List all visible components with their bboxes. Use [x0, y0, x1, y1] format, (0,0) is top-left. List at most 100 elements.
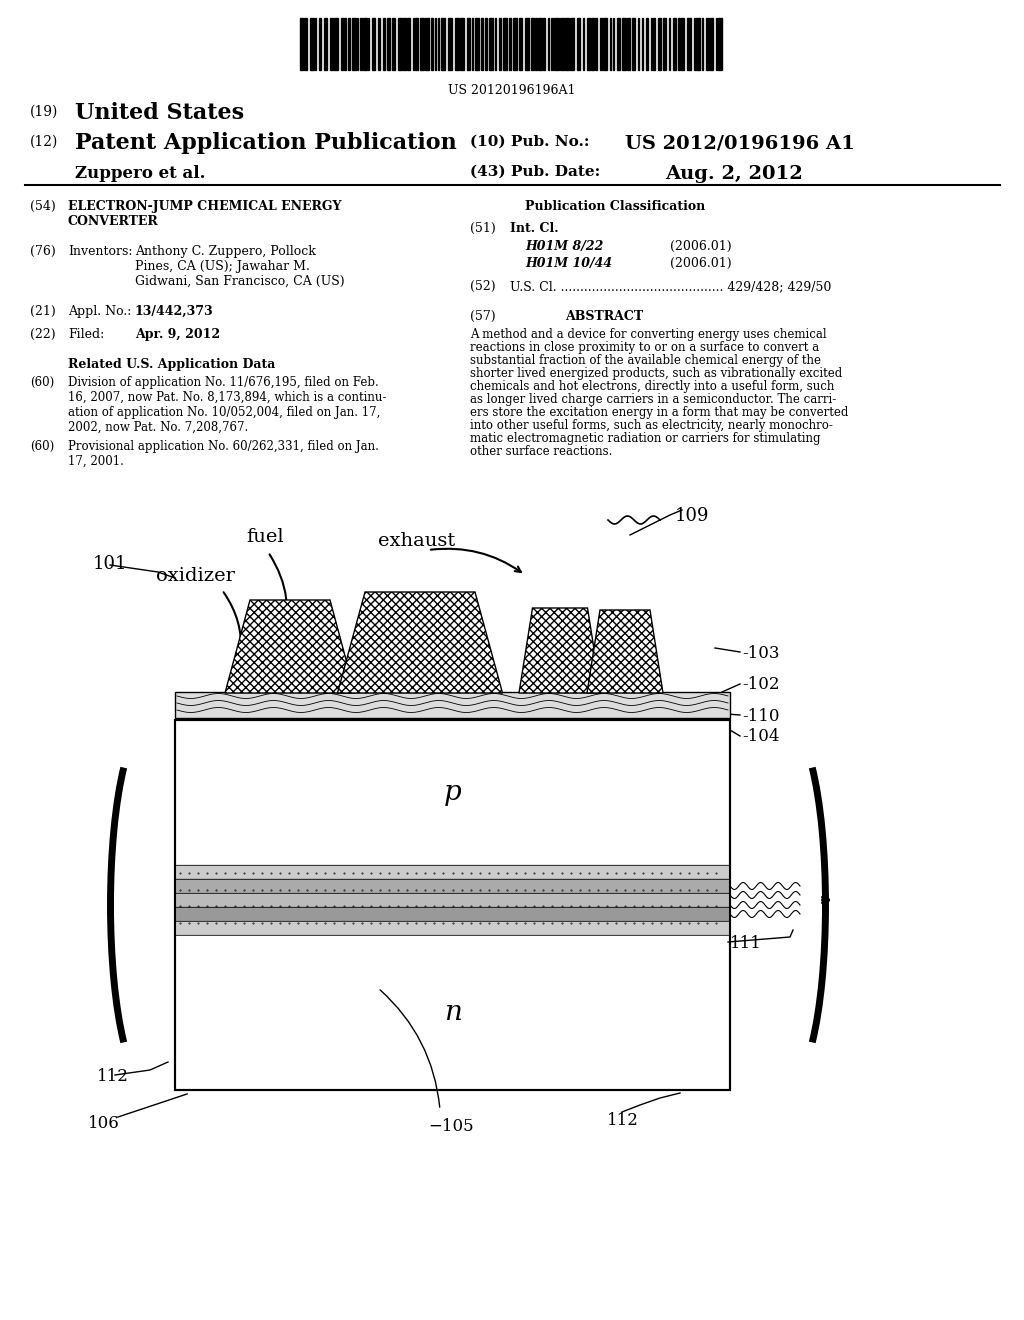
Bar — [175, 907, 730, 921]
Bar — [587, 18, 590, 70]
Bar — [525, 18, 529, 70]
Bar — [646, 18, 648, 70]
Text: 112: 112 — [97, 1068, 129, 1085]
Text: (19): (19) — [30, 106, 58, 119]
Text: -103: -103 — [742, 645, 779, 663]
Text: U.S. Cl. .......................................... 429/428; 429/50: U.S. Cl. ...............................… — [510, 280, 831, 293]
Text: Aug. 2, 2012: Aug. 2, 2012 — [665, 165, 803, 183]
Bar — [632, 18, 635, 70]
Text: 111: 111 — [730, 935, 762, 952]
Text: (60): (60) — [30, 376, 54, 389]
Text: chemicals and hot electrons, directly into a useful form, such: chemicals and hot electrons, directly in… — [470, 380, 835, 393]
Bar — [362, 18, 367, 70]
Bar — [538, 18, 542, 70]
Bar — [324, 18, 327, 70]
Text: matic electromagnetic radiation or carriers for stimulating: matic electromagnetic radiation or carri… — [470, 432, 820, 445]
Text: -110: -110 — [742, 708, 779, 725]
Text: Apr. 9, 2012: Apr. 9, 2012 — [135, 327, 220, 341]
Bar — [543, 18, 545, 70]
Text: -102: -102 — [742, 676, 779, 693]
Bar — [603, 18, 607, 70]
Bar — [460, 18, 464, 70]
Text: ABSTRACT: ABSTRACT — [565, 310, 643, 323]
Text: 106: 106 — [88, 1115, 120, 1133]
Bar — [372, 18, 375, 70]
Bar — [392, 18, 395, 70]
Bar — [595, 18, 597, 70]
Text: reactions in close proximity to or on a surface to convert a: reactions in close proximity to or on a … — [470, 341, 819, 354]
Bar — [175, 879, 730, 894]
Text: US 20120196196A1: US 20120196196A1 — [449, 84, 575, 96]
Text: (57): (57) — [470, 310, 496, 323]
Bar — [300, 18, 303, 70]
Bar — [678, 18, 680, 70]
Text: substantial fraction of the available chemical energy of the: substantial fraction of the available ch… — [470, 354, 821, 367]
Bar — [319, 18, 321, 70]
Text: H01M 8/22: H01M 8/22 — [525, 240, 603, 253]
Text: (60): (60) — [30, 440, 54, 453]
Bar — [383, 18, 385, 70]
Text: H01M 10/44: H01M 10/44 — [525, 257, 612, 271]
Bar — [653, 18, 655, 70]
Bar — [420, 18, 424, 70]
Bar — [334, 18, 338, 70]
Text: p: p — [443, 779, 462, 807]
Text: Publication Classification: Publication Classification — [525, 201, 706, 213]
Bar — [304, 18, 307, 70]
Bar — [475, 18, 479, 70]
Text: oxidizer: oxidizer — [156, 568, 234, 585]
Bar — [431, 18, 433, 70]
Text: Zuppero et al.: Zuppero et al. — [75, 165, 206, 182]
Bar — [175, 719, 730, 1090]
Bar — [555, 18, 558, 70]
Bar — [398, 18, 402, 70]
Text: (54): (54) — [30, 201, 55, 213]
Text: Int. Cl.: Int. Cl. — [510, 222, 559, 235]
Text: Inventors:: Inventors: — [68, 246, 132, 257]
Text: (2006.01): (2006.01) — [670, 257, 731, 271]
Bar — [622, 18, 626, 70]
Bar — [519, 18, 522, 70]
Bar — [441, 18, 445, 70]
Text: Related U.S. Application Data: Related U.S. Application Data — [68, 358, 275, 371]
Bar — [503, 18, 507, 70]
Text: ers store the excitation energy in a form that may be converted: ers store the excitation energy in a for… — [470, 407, 848, 418]
Text: United States: United States — [75, 102, 244, 124]
Bar — [485, 18, 487, 70]
Text: −105: −105 — [428, 1118, 474, 1135]
Text: (43) Pub. Date:: (43) Pub. Date: — [470, 165, 600, 180]
Text: n: n — [443, 999, 462, 1026]
Bar — [360, 18, 362, 70]
Bar — [706, 18, 709, 70]
Bar — [600, 18, 602, 70]
Bar — [175, 894, 730, 907]
Text: (12): (12) — [30, 135, 58, 149]
Polygon shape — [519, 609, 601, 693]
Bar — [310, 18, 314, 70]
Text: as longer lived charge carriers in a semiconductor. The carri-: as longer lived charge carriers in a sem… — [470, 393, 837, 407]
Bar — [696, 18, 700, 70]
Text: (2006.01): (2006.01) — [670, 240, 731, 253]
Text: (51): (51) — [470, 222, 496, 235]
Bar — [387, 18, 390, 70]
Text: A method and a device for converting energy uses chemical: A method and a device for converting ene… — [470, 327, 826, 341]
Polygon shape — [338, 591, 503, 693]
Bar — [513, 18, 517, 70]
Text: shorter lived energized products, such as vibrationally excited: shorter lived energized products, such a… — [470, 367, 843, 380]
Bar — [378, 18, 380, 70]
Bar — [348, 18, 350, 70]
Bar — [663, 18, 666, 70]
Text: (52): (52) — [470, 280, 496, 293]
Bar — [673, 18, 676, 70]
Text: -104: -104 — [742, 729, 779, 744]
Text: ELECTRON-JUMP CHEMICAL ENERGY
CONVERTER: ELECTRON-JUMP CHEMICAL ENERGY CONVERTER — [68, 201, 341, 228]
Bar — [531, 18, 534, 70]
Text: 13/442,373: 13/442,373 — [135, 305, 214, 318]
Bar — [509, 18, 511, 70]
Text: (10) Pub. No.:: (10) Pub. No.: — [470, 135, 590, 149]
Bar — [687, 18, 691, 70]
Bar — [175, 921, 730, 935]
Bar — [467, 18, 470, 70]
Bar — [570, 18, 574, 70]
Text: 112: 112 — [607, 1111, 639, 1129]
